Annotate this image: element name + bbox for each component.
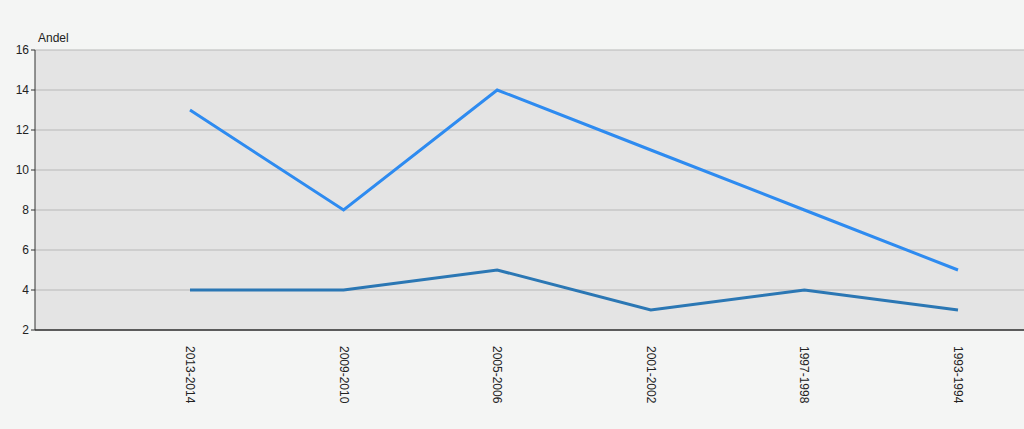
svg-text:4: 4 — [22, 283, 29, 297]
svg-text:12: 12 — [16, 123, 30, 137]
svg-text:2013-2014: 2013-2014 — [183, 346, 197, 404]
svg-text:1993-1994: 1993-1994 — [951, 346, 965, 404]
svg-text:2: 2 — [22, 323, 29, 337]
svg-text:16: 16 — [16, 43, 30, 57]
html-text:Andel: Andel — [38, 31, 69, 45]
svg-text:8: 8 — [22, 203, 29, 217]
svg-text:2009-2010: 2009-2010 — [337, 346, 351, 404]
svg-text:2005-2006: 2005-2006 — [490, 346, 504, 404]
svg-text:10: 10 — [16, 163, 30, 177]
svg-text:6: 6 — [22, 243, 29, 257]
svg-text:2001-2002: 2001-2002 — [644, 346, 658, 404]
svg-text:1997-1998: 1997-1998 — [797, 346, 811, 404]
svg-text:14: 14 — [16, 83, 30, 97]
